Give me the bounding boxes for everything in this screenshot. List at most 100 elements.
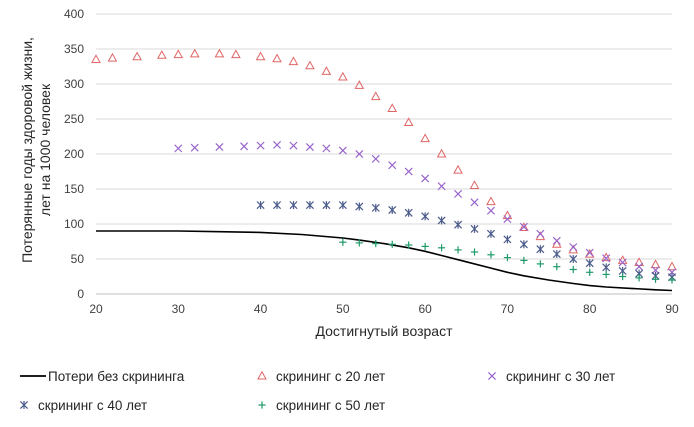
data-point (231, 49, 241, 59)
data-point (552, 250, 561, 259)
data-point (454, 220, 463, 229)
y-tick-label: 100 (64, 217, 84, 231)
series-3 (174, 140, 677, 277)
data-point (421, 212, 430, 221)
data-point (635, 274, 643, 282)
data-point (321, 66, 332, 75)
data-point (404, 167, 413, 176)
data-point (651, 275, 660, 283)
y-tick-label: 350 (64, 42, 84, 56)
data-point (370, 91, 381, 101)
series-2 (91, 48, 677, 271)
data-point (289, 201, 298, 210)
data-point (553, 263, 561, 271)
series-line (96, 230, 673, 292)
data-point (273, 201, 282, 210)
data-point (470, 198, 479, 207)
data-point (619, 272, 627, 281)
data-point (305, 142, 314, 152)
x-tick-label: 80 (583, 302, 597, 316)
data-point (536, 229, 545, 238)
legend-swatch (257, 370, 267, 380)
data-point (668, 276, 676, 284)
data-point (240, 142, 249, 151)
y-tick-label: 150 (64, 182, 84, 196)
series-1 (96, 230, 673, 292)
data-point (132, 51, 142, 61)
data-point (371, 203, 380, 212)
legend-label: скрининг с 30 лет (506, 369, 615, 384)
data-point (355, 239, 363, 247)
x-tick-label: 70 (501, 302, 515, 316)
data-point (405, 241, 413, 249)
data-point (388, 240, 396, 248)
data-point (454, 189, 463, 198)
y-tick-label: 300 (64, 77, 84, 91)
data-point (372, 240, 380, 248)
data-point (339, 238, 347, 246)
data-point (519, 222, 528, 231)
data-point (404, 208, 413, 217)
series-group (91, 48, 677, 292)
data-point (503, 235, 512, 244)
legend-swatch (487, 371, 497, 381)
data-point (551, 239, 562, 248)
data-point (486, 206, 495, 215)
legend-swatch (258, 401, 266, 409)
x-tick-label: 90 (665, 302, 679, 316)
data-point (403, 117, 414, 126)
data-point (371, 154, 380, 163)
data-point (454, 246, 462, 254)
data-point (436, 148, 447, 158)
data-point (107, 52, 118, 62)
data-point (486, 229, 495, 238)
data-point (387, 103, 398, 112)
legend-label: скрининг с 50 лет (276, 398, 385, 413)
data-point (421, 242, 429, 250)
data-point (420, 133, 430, 143)
y-tick-label: 0 (77, 287, 84, 301)
data-point (569, 265, 577, 274)
y-tick-label: 200 (64, 147, 84, 161)
series-4 (256, 201, 677, 282)
legend-item: скрининг с 30 лет (487, 369, 615, 384)
data-point (91, 54, 101, 63)
axes: 0 50 100 150 200 250 300 350 400 20 30 40 50 60 70 80 90… (19, 7, 679, 339)
data-point (156, 50, 167, 59)
data-point (487, 251, 495, 259)
x-axis-title: Достигнутый возраст (316, 323, 454, 339)
y-axis-title-line2: лет на 1000 человек (37, 83, 53, 216)
data-point (338, 71, 348, 81)
data-point (586, 268, 594, 276)
data-point (584, 248, 595, 258)
legend-item: Потери без скрининга (20, 369, 185, 384)
series-5 (339, 238, 676, 284)
data-point (289, 141, 298, 150)
data-point (519, 222, 529, 231)
data-point (650, 259, 661, 269)
data-point (536, 245, 545, 254)
data-point (273, 140, 282, 149)
data-point (288, 56, 299, 66)
data-point (602, 263, 611, 272)
x-tick-label: 60 (418, 302, 432, 316)
data-point (256, 201, 265, 210)
data-point (354, 80, 365, 89)
legend: Потери без скрининга скрининг с 20 лет скр… (19, 369, 615, 413)
x-tick-label: 50 (336, 302, 350, 316)
legend-label: скрининг с 40 лет (38, 398, 147, 413)
data-point (305, 60, 315, 70)
data-point (585, 259, 594, 268)
legend-item: скрининг с 40 лет (19, 398, 147, 413)
data-point (667, 261, 677, 271)
gridlines (96, 13, 672, 260)
legend-label: Потери без скрининга (48, 369, 185, 384)
data-point (602, 270, 610, 278)
data-point (618, 258, 627, 267)
data-point (634, 257, 644, 266)
data-point (421, 174, 430, 183)
data-point (338, 146, 347, 155)
x-tick-label: 20 (89, 302, 103, 316)
